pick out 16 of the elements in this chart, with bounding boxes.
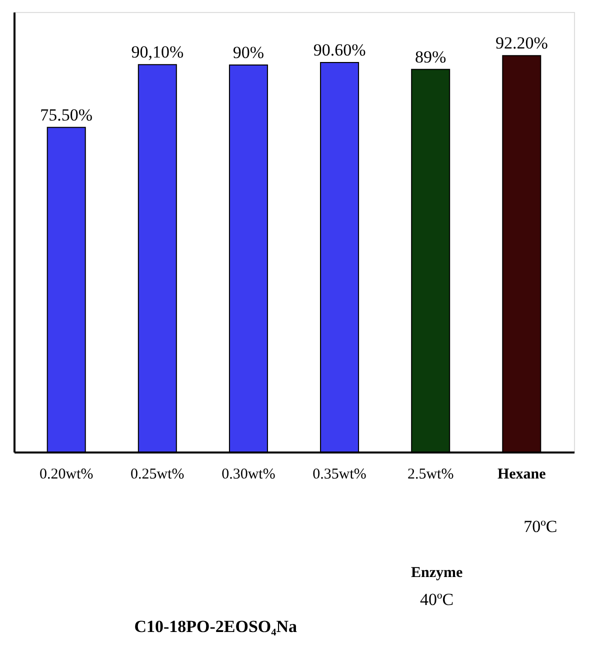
x-tick-label: Hexane (497, 466, 546, 482)
x-tick-label: 0.25wt% (130, 466, 184, 482)
data-label: 90,10% (131, 42, 184, 62)
x-tick-label: 0.20wt% (39, 466, 94, 482)
text: Enzyme (410, 565, 463, 581)
data-label: 92.20% (495, 34, 548, 53)
data-label: 90% (232, 43, 264, 62)
x-tick-label: 0.35wt% (312, 466, 366, 482)
text: C10-18PO-2EOSO₄Na (134, 617, 298, 636)
data-label: 75.50% (40, 105, 93, 124)
x-tick-label: 2.5wt% (407, 466, 454, 482)
text: 40ºC (420, 590, 454, 609)
data-label: 89% (415, 47, 446, 66)
text: 70ºC (524, 517, 558, 536)
data-label: 90.60% (313, 40, 366, 60)
x-tick-label: 0.30wt% (222, 466, 276, 482)
